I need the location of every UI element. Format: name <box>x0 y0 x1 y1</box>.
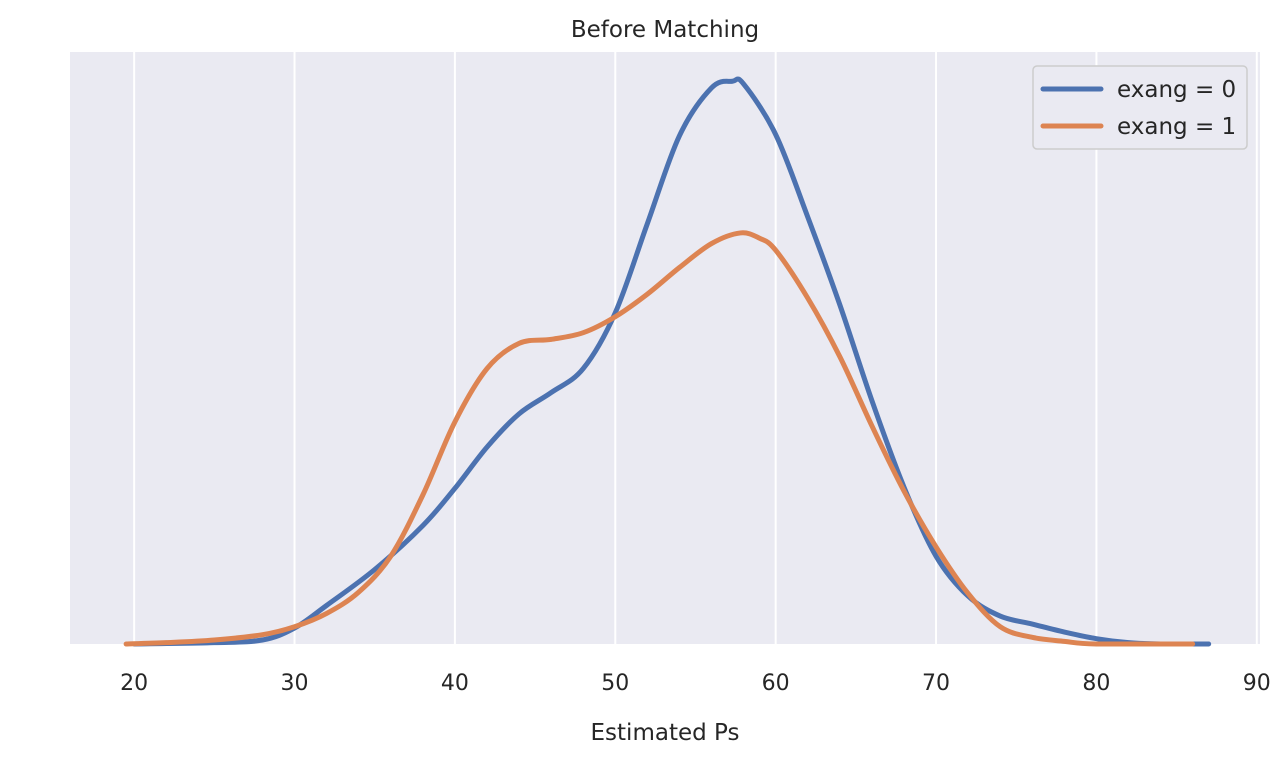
x-tick-label-60: 60 <box>762 671 790 696</box>
legend: exang = 0 exang = 1 <box>1032 65 1248 150</box>
x-tick-label-30: 30 <box>281 671 309 696</box>
x-tick-label-40: 40 <box>441 671 469 696</box>
x-tick-label-50: 50 <box>601 671 629 696</box>
legend-label-exang-0: exang = 0 <box>1117 77 1236 103</box>
grid-lines <box>133 52 1258 644</box>
legend-label-exang-1: exang = 1 <box>1117 114 1236 140</box>
plot-background <box>70 52 1260 644</box>
x-tick-label-20: 20 <box>120 671 148 696</box>
x-tick-label-90: 90 <box>1243 671 1271 696</box>
x-tick-labels: 20 30 40 50 60 70 80 90 <box>120 671 1271 696</box>
x-tick-label-70: 70 <box>922 671 950 696</box>
series-line-1 <box>123 230 1196 647</box>
x-tick-label-80: 80 <box>1082 671 1110 696</box>
chart-title: Before Matching <box>571 17 759 43</box>
x-axis-label: Estimated Ps <box>591 720 740 746</box>
series-lines <box>123 76 1212 647</box>
